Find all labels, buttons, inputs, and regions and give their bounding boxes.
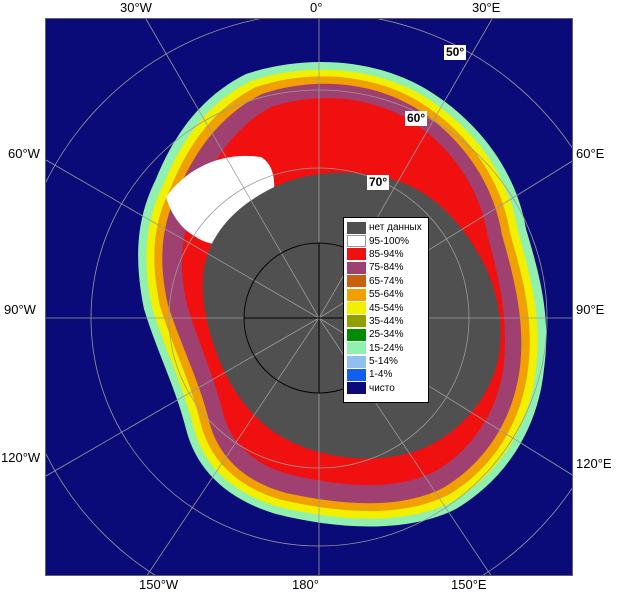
legend-label: 65-74% <box>369 275 404 287</box>
legend-label: 35-44% <box>369 315 404 327</box>
legend-item: чисто <box>347 382 425 395</box>
legend-label: 55-64% <box>369 289 404 301</box>
lon-label-120e: 120°E <box>576 456 612 471</box>
lon-label-120w: 120°W <box>1 450 41 465</box>
legend-item: 55-64% <box>347 288 425 301</box>
lat-label-50: 50° <box>444 45 467 60</box>
legend-item: 15-24% <box>347 342 425 355</box>
legend-swatch <box>347 342 366 355</box>
legend-label: 25-34% <box>369 329 404 341</box>
legend-swatch <box>347 315 366 328</box>
lon-label-0: 0° <box>310 0 323 15</box>
lon-label-180: 180° <box>292 577 319 592</box>
lon-label-30w: 30°W <box>120 0 152 15</box>
legend-swatch <box>347 328 366 341</box>
legend-swatch <box>347 288 366 301</box>
legend-item: 1-4% <box>347 368 425 381</box>
legend-item: 65-74% <box>347 275 425 288</box>
legend-label: чисто <box>369 382 395 394</box>
legend: нет данных 95-100% 85-94% 75-84% 65-74% … <box>343 217 429 403</box>
legend-swatch <box>347 302 366 315</box>
lon-label-150e: 150°E <box>451 577 487 592</box>
map-canvas <box>46 19 572 575</box>
legend-item: 85-94% <box>347 248 425 261</box>
legend-swatch <box>347 382 366 395</box>
lon-label-90e: 90°E <box>576 302 605 317</box>
legend-swatch <box>347 248 366 261</box>
lon-label-60w: 60°W <box>8 146 40 161</box>
lat-label-60: 60° <box>405 111 428 126</box>
lon-label-150w: 150°W <box>139 577 179 592</box>
legend-item: 35-44% <box>347 315 425 328</box>
legend-label: нет данных <box>369 222 422 234</box>
legend-swatch <box>347 221 366 234</box>
legend-swatch <box>347 235 366 248</box>
lon-label-60e: 60°E <box>576 146 605 161</box>
legend-swatch <box>347 355 366 368</box>
legend-item: 45-54% <box>347 301 425 315</box>
legend-item: 75-84% <box>347 261 425 274</box>
legend-item: 5-14% <box>347 355 425 368</box>
legend-label: 45-54% <box>369 302 404 314</box>
legend-label: 85-94% <box>369 248 404 260</box>
lat-label-70: 70° <box>367 175 390 190</box>
legend-item: нет данных <box>347 221 425 234</box>
lon-label-30e: 30°E <box>472 0 501 15</box>
legend-label: 5-14% <box>369 356 398 368</box>
sea-ice-map <box>45 18 573 576</box>
legend-label: 15-24% <box>369 342 404 354</box>
lon-label-90w: 90°W <box>4 302 36 317</box>
legend-label: 75-84% <box>369 262 404 274</box>
legend-swatch <box>347 275 366 288</box>
legend-label: 95-100% <box>369 235 410 247</box>
legend-item: 25-34% <box>347 328 425 341</box>
legend-item: 95-100% <box>347 234 425 248</box>
legend-swatch <box>347 368 366 381</box>
legend-swatch <box>347 261 366 274</box>
legend-label: 1-4% <box>369 369 393 381</box>
